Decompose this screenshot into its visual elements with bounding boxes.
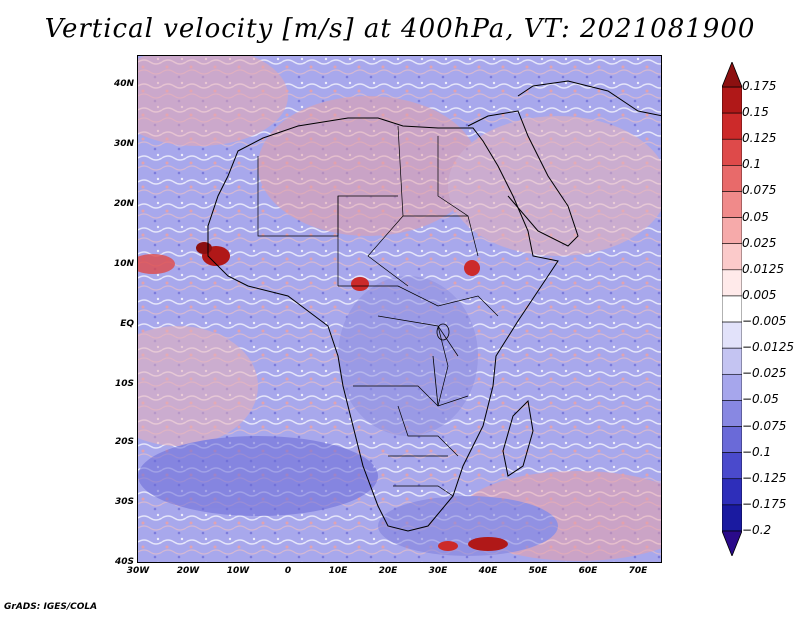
velocity-field-map	[138, 56, 661, 562]
colorbar-label: −0.1	[742, 444, 772, 459]
lon-label-10e: 10E	[328, 566, 348, 576]
colorbar-segment	[722, 452, 742, 480]
country-borders	[257, 125, 499, 497]
colorbar-label: 0.125	[742, 131, 777, 146]
colorbar-segment	[722, 191, 742, 218]
colorbar-label: −0.05	[742, 392, 779, 407]
colorbar-segment	[722, 321, 742, 349]
lat-label-10s: 10S	[114, 379, 134, 389]
colorbar-label: −0.175	[742, 496, 787, 511]
colorbar-segment	[722, 400, 742, 427]
map-panel	[137, 55, 662, 563]
colorbar-label: −0.0125	[742, 340, 795, 355]
lon-label-10w: 10W	[226, 566, 250, 576]
colorbar-label: 0.075	[742, 183, 777, 198]
lon-label-30e: 30E	[428, 566, 448, 576]
colorbar-label: 0.1	[742, 157, 762, 172]
colorbar-label: −0.075	[742, 418, 787, 433]
colorbar-segment	[722, 269, 742, 297]
colorbar-segment	[722, 347, 742, 375]
colorbar-segments	[722, 86, 742, 532]
lat-label-40n: 40N	[113, 79, 134, 89]
coastlines	[207, 80, 661, 532]
colorbar-label: 0.175	[742, 79, 777, 93]
colorbar-label: 0.15	[742, 105, 769, 120]
lon-label-20e: 20E	[378, 566, 398, 576]
colorbar-segment	[722, 138, 742, 166]
colorbar-segment	[722, 165, 742, 192]
map-title: Vertical velocity [m/s] at 400hPa, VT: 2…	[44, 14, 756, 44]
lat-label-10n: 10N	[113, 259, 134, 269]
lat-label-20s: 20S	[114, 437, 134, 447]
colorbar-segment	[722, 373, 742, 401]
colorbar-label: −0.025	[742, 366, 787, 381]
colorbar-segment	[722, 86, 742, 114]
colorbar-segment	[722, 478, 742, 506]
footer-credit: GrADS: IGES/COLA	[4, 602, 98, 612]
colorbar-segment	[722, 504, 742, 532]
field-tint-overlays	[138, 56, 661, 561]
colorbar-segment	[722, 243, 742, 271]
colorbar-segment	[722, 295, 742, 323]
lon-label-50e: 50E	[528, 566, 548, 576]
colorbar-label: −0.2	[742, 523, 772, 537]
lat-label-30s: 30S	[114, 497, 134, 507]
colorbar-label: 0.05	[742, 209, 769, 224]
lon-label-70e: 70E	[628, 566, 648, 576]
lon-label-40e: 40E	[478, 566, 498, 576]
lat-label-20n: 20N	[113, 199, 134, 209]
lat-label-30n: 30N	[113, 139, 134, 149]
lon-label-0: 0	[284, 566, 292, 576]
lon-label-60e: 60E	[578, 566, 598, 576]
lon-label-20w: 20W	[176, 566, 200, 576]
colorbar-segment	[722, 112, 742, 140]
colorbar-label: −0.125	[742, 470, 787, 485]
lat-label-40s: 40S	[114, 557, 134, 567]
colorbar-segment	[722, 217, 742, 245]
colorbar-top-arrow	[722, 62, 742, 88]
lat-label-eq: EQ	[120, 319, 134, 329]
colorbar-label: 0.0125	[742, 261, 784, 276]
lon-label-30w: 30W	[126, 566, 150, 576]
colorbar-label: 0.025	[742, 235, 777, 250]
colorbar-label: −0.005	[742, 314, 787, 329]
colorbar	[722, 62, 742, 556]
colorbar-bottom-arrow	[722, 530, 742, 556]
colorbar-label: 0.005	[742, 287, 777, 302]
strong-updraft-spots	[138, 242, 508, 551]
colorbar-segment	[722, 426, 742, 453]
lakes	[432, 323, 450, 407]
